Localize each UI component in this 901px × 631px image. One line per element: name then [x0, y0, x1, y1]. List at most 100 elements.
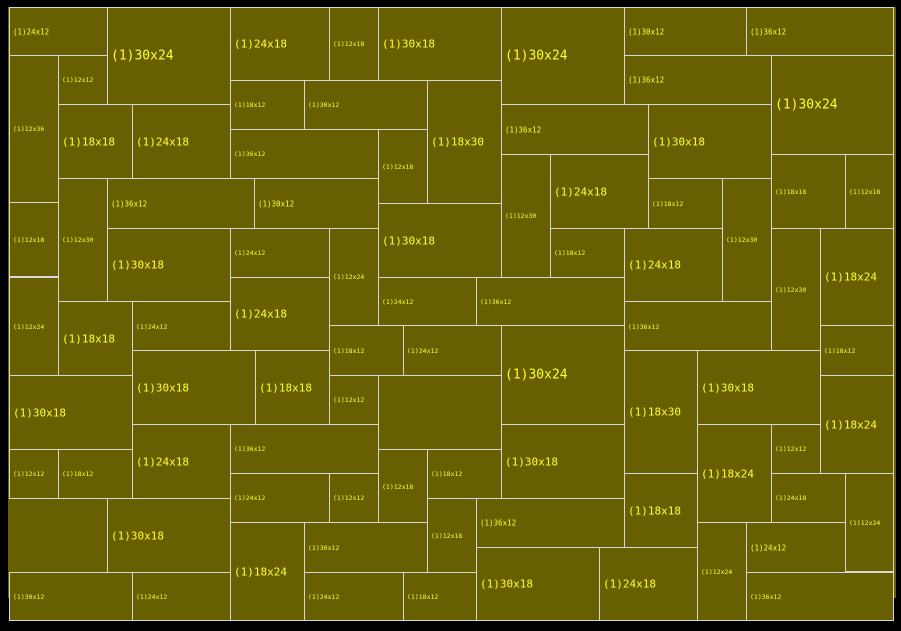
- cut-piece: (1)36x12: [501, 104, 649, 155]
- cut-piece: (1)24x18: [132, 424, 231, 499]
- cut-piece-label: (1)36x12: [234, 149, 266, 158]
- cut-piece: (1)24x18: [599, 547, 698, 621]
- cut-piece-label: (1)36x12: [628, 322, 660, 331]
- cut-piece: (1)18x30: [624, 350, 698, 474]
- cut-piece: (1)12x18: [427, 498, 477, 573]
- cut-piece: (1)12x12: [9, 449, 59, 499]
- cut-piece-label: (1)30x18: [480, 577, 533, 591]
- cut-piece: (1)12x18: [845, 154, 894, 229]
- cut-piece-label: (1)18x18: [775, 187, 807, 196]
- cut-piece: (1)36x12: [624, 301, 772, 352]
- cut-piece: (1)12x30: [771, 228, 821, 352]
- cut-piece: (1)12x12: [58, 55, 108, 105]
- cut-piece-label: (1)30x18: [136, 381, 189, 394]
- cut-piece: (1)12x18: [378, 129, 428, 204]
- cut-piece: (1)18x12: [427, 449, 502, 499]
- cut-piece-label: (1)18x12: [234, 100, 266, 109]
- cut-piece: (1)18x12: [550, 228, 625, 278]
- cut-piece: (1)12x12: [771, 424, 821, 474]
- cut-piece: (1)24x18: [230, 277, 330, 351]
- cut-piece: (1)30x18: [697, 350, 821, 425]
- cut-piece-label: (1)30x18: [505, 455, 558, 468]
- cut-piece-label: (1)18x12: [652, 199, 684, 208]
- cut-piece-label: (1)12x12: [775, 444, 807, 453]
- cut-piece: (1)12x30: [722, 178, 772, 302]
- cut-piece-label: (1)18x12: [554, 248, 586, 257]
- cut-piece: (1)30x24: [771, 55, 894, 155]
- cut-piece-label: (1)36x12: [750, 592, 782, 601]
- cut-piece-label: (1)12x18: [849, 187, 881, 196]
- cut-piece-label: (1)24x12: [750, 542, 787, 552]
- cut-piece: (1)36x12: [624, 55, 772, 105]
- cut-piece-label: (1)12x12: [62, 75, 94, 84]
- cut-piece-label: (1)30x24: [775, 97, 838, 113]
- cut-piece-label: (1)24x12: [136, 592, 168, 601]
- cut-piece: (1)18x12: [648, 178, 723, 229]
- cut-piece-label: (1)18x30: [628, 405, 681, 419]
- cut-piece-label: (1)12x18: [382, 162, 414, 171]
- cut-piece-label: (1)30x18: [382, 234, 435, 247]
- cut-piece: (1)36x12: [746, 7, 894, 56]
- cut-piece: (1)36x12: [230, 424, 379, 474]
- cut-piece: (1)30x18: [378, 203, 502, 278]
- cut-piece: (1)36x12: [476, 277, 625, 327]
- cut-piece-label: (1)18x24: [701, 467, 754, 480]
- cut-piece: (1)12x36: [9, 55, 59, 203]
- cut-piece-label: (1)24x18: [136, 135, 189, 148]
- cut-piece-label: (1)30x12: [308, 100, 340, 109]
- cut-piece: (1)30x18: [132, 350, 256, 425]
- cut-piece-label: (1)18x12: [62, 469, 94, 478]
- cut-piece: (1)18x24: [697, 424, 772, 523]
- cut-piece: (1)24x18: [230, 7, 330, 81]
- cut-piece: (1)12x30: [58, 178, 108, 302]
- cut-piece-label: (1)24x18: [136, 455, 189, 468]
- cut-piece-label: (1)18x18: [62, 332, 115, 345]
- cut-piece: (1)18x12: [230, 80, 305, 130]
- cut-piece: (1)12x24: [845, 473, 894, 572]
- cut-piece-label: (1)24x18: [554, 185, 607, 198]
- cut-piece-label: (1)30x18: [652, 135, 705, 148]
- cut-piece: (1)12x24: [9, 277, 59, 376]
- cut-piece: (1)12x24: [697, 522, 747, 621]
- cut-piece-label: (1)30x18: [111, 529, 164, 542]
- cut-piece-label: (1)30x24: [505, 48, 568, 64]
- cut-piece-label: (1)30x18: [701, 381, 754, 394]
- cut-piece: (1)18x24: [820, 375, 894, 474]
- cut-piece: (1)36x12: [476, 498, 625, 548]
- cut-piece-label: (1)36x12: [750, 26, 787, 36]
- cut-piece-label: (1)36x12: [234, 444, 266, 453]
- cut-piece-label: (1)36x12: [111, 198, 148, 208]
- cut-piece: (1)24x12: [132, 301, 231, 352]
- cut-piece-label: (1)30x24: [505, 367, 568, 383]
- cut-piece-label: (1)18x12: [431, 469, 463, 478]
- cut-piece-label: (1)24x18: [628, 258, 681, 272]
- cut-piece: (1)30x24: [501, 325, 625, 425]
- cut-piece: (1)18x12: [329, 325, 404, 376]
- cut-piece: (1)24x12: [746, 522, 846, 573]
- cut-piece-label: (1)12x30: [62, 235, 94, 244]
- cut-piece-label: (1)30x12: [308, 543, 340, 552]
- cut-piece-label: (1)18x24: [824, 270, 877, 284]
- cut-piece-label: (1)12x24: [701, 567, 733, 576]
- cut-piece-label: (1)24x12: [13, 26, 50, 36]
- cut-piece: (1)30x12: [9, 572, 133, 621]
- cut-piece-label: (1)18x24: [234, 565, 287, 578]
- cut-piece: (1)12x18: [378, 449, 428, 524]
- cut-piece-label: (1)18x12: [407, 592, 439, 601]
- cut-piece-label: (1)12x18: [382, 482, 414, 491]
- cut-piece-label: (1)24x12: [234, 493, 266, 502]
- cut-piece-label: (1)24x12: [136, 322, 168, 331]
- cut-piece: (1)30x24: [107, 7, 231, 105]
- cut-piece-label: (1)18x18: [628, 504, 681, 517]
- cut-piece-label: (1)36x12: [480, 297, 512, 306]
- cut-piece: (1)36x12: [230, 129, 379, 179]
- cut-piece-label: (1)30x18: [111, 258, 164, 272]
- cut-piece-label: (1)24x12: [234, 248, 266, 257]
- cut-piece-label: (1)30x18: [13, 406, 66, 419]
- cut-piece-label: (1)24x18: [234, 307, 287, 321]
- cut-piece: (1)30x18: [501, 424, 625, 499]
- cut-piece: (1)18x30: [427, 80, 502, 204]
- cut-piece-label: (1)18x12: [333, 346, 365, 355]
- cut-piece-label: (1)12x24: [333, 272, 365, 281]
- cut-piece: (1)30x12: [624, 7, 747, 56]
